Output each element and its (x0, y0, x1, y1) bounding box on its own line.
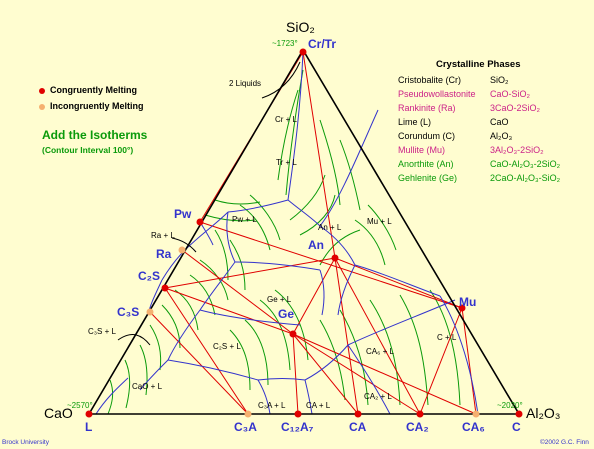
ra-field-pointer (171, 237, 197, 253)
phase-formula: 2CaO-Al₂O₃-SiO₂ (490, 173, 561, 183)
vertex-label-right: Al₂O₃ (526, 405, 561, 421)
phase-formula: 3Al₂O₃-2SiO₂ (490, 145, 544, 155)
temperature-right: ~2020° (497, 401, 523, 410)
ternary-triangle (87, 48, 521, 415)
field-cr-l: Cr + L (275, 115, 298, 124)
blue-boundary-curves (95, 51, 479, 415)
compound-label-ca2: CA₂ (406, 420, 429, 434)
point-c12a7 (294, 410, 302, 418)
phase-formula: SiO₂ (490, 75, 509, 85)
compound-label-ge: Ge (278, 307, 295, 321)
point-pw (196, 218, 204, 226)
footer-left: Brock University (2, 439, 49, 446)
compound-label-cr-tr: Cr/Tr (308, 37, 337, 51)
point-an (331, 254, 339, 262)
point-mu (458, 304, 466, 312)
field-two-liquids: 2 Liquids (229, 79, 262, 88)
field-c-l: C + L (437, 333, 457, 342)
point-l (85, 410, 93, 418)
point-ra (178, 246, 186, 254)
phase-name: Pseudowollastonite (398, 89, 476, 99)
compound-label-pw: Pw (174, 207, 192, 221)
field-ra-l: Ra + L (151, 231, 175, 240)
phase-formula: CaO (490, 117, 509, 127)
point-ca (354, 410, 362, 418)
key-congruent: Congruently Melting (50, 85, 137, 95)
compound-label-an: An (308, 238, 324, 252)
compound-label-ra: Ra (156, 247, 172, 261)
field-ca-l: CA + L (306, 401, 331, 410)
point-ca6 (472, 410, 480, 418)
compound-label-ca6: CA₆ (462, 420, 485, 434)
vertex-label-left: CaO (44, 405, 73, 421)
point-c2s (161, 284, 169, 292)
footer-right: ©2002 G.C. Finn (540, 439, 589, 446)
field-c3s-l: C₃S + L (88, 327, 116, 336)
phase-formula: CaO-Al₂O₃-2SiO₂ (490, 159, 561, 169)
compound-points (85, 48, 523, 418)
field-pw-l: Pw + L (232, 215, 257, 224)
phase-name: Corundum (C) (398, 131, 456, 141)
instruction-title: Add the Isotherms (42, 128, 148, 142)
phase-formula: CaO-SiO₂ (490, 89, 530, 99)
point-ge (289, 330, 297, 338)
compound-label-c3s: C₃S (117, 305, 140, 319)
compound-label-mu: Mu (459, 295, 477, 309)
phase-name: Gehlenite (Ge) (398, 173, 458, 183)
compound-label-c: C (512, 420, 521, 434)
congruent-dot-icon (39, 88, 45, 94)
point-ca2 (416, 410, 424, 418)
compound-label-c2s: C₂S (138, 269, 161, 283)
phase-formula: 3CaO-2SiO₂ (490, 103, 541, 113)
field-mu-l: Mu + L (367, 217, 392, 226)
field-an-l: An + L (318, 223, 342, 232)
phases-title: Crystalline Phases (436, 59, 521, 70)
compound-label-c12a7: C₁₂A₇ (281, 420, 314, 434)
temperature-top: ~1723° (272, 39, 298, 48)
phase-name: Anorthite (An) (398, 159, 454, 169)
incongruent-dot-icon (39, 104, 45, 110)
phase-name: Mullite (Mu) (398, 145, 446, 155)
compound-label-ca: CA (349, 420, 367, 434)
point-c (515, 410, 523, 418)
field-cao-l: CaO + L (132, 382, 163, 391)
field-c3a-l: C₃A + L (258, 401, 286, 410)
compound-label-c3a: C₃A (234, 420, 257, 434)
field-ca6-l: CA₆ + L (366, 347, 394, 356)
phase-name: Lime (L) (398, 117, 432, 127)
compound-label-l: L (85, 420, 93, 434)
point-c3a (244, 410, 252, 418)
phase-formula: Al₂O₃ (490, 131, 513, 141)
two-liquids-pointer (261, 61, 301, 99)
phase-name: Cristobalite (Cr) (398, 75, 462, 85)
field-ge-l: Ge + L (267, 295, 292, 304)
field-ca2-l: CA₂ + L (364, 392, 392, 401)
field-tr-l: Tr + L (276, 158, 297, 167)
field-c2s-l: C₂S + L (213, 342, 241, 351)
point-cr-tr (299, 48, 307, 56)
instruction-subtitle: (Contour Interval 100°) (42, 145, 134, 155)
temperature-left: ~2570° (67, 401, 93, 410)
point-c3s (146, 308, 154, 316)
vertex-label-top: SiO₂ (286, 19, 315, 35)
phase-name: Rankinite (Ra) (398, 103, 456, 113)
key-incongruent: Incongruently Melting (50, 101, 144, 111)
